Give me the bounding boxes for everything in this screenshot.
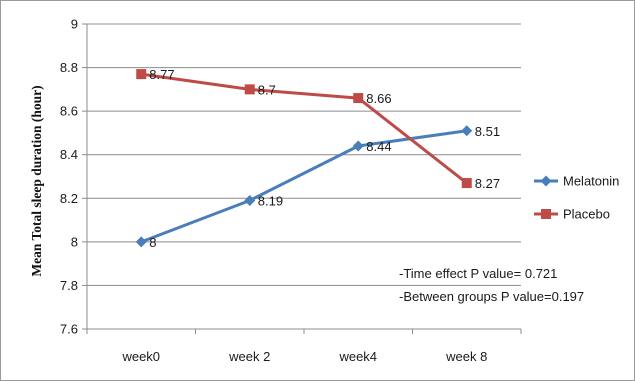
melatonin-data-label: 8.44 <box>366 139 391 154</box>
legend-swatch-marker <box>541 209 551 219</box>
gridlines <box>87 23 521 286</box>
placebo-data-label: 8.66 <box>366 91 391 106</box>
y-tick-label: 9 <box>71 17 78 32</box>
data-labels: 8 8.19 8.44 8.51 8.77 8.7 8.66 8.27 <box>149 67 500 250</box>
placebo-line <box>141 72 468 185</box>
y-tick-label: 8.6 <box>60 104 78 119</box>
melatonin-line <box>140 129 467 244</box>
placebo-data-label: 8.7 <box>258 82 276 97</box>
legend-label: Placebo <box>563 207 610 222</box>
x-tick-label: week0 <box>121 349 160 364</box>
placebo-data-label: 8.77 <box>149 67 174 82</box>
y-tick-labels: 7.6 7.8 8 8.2 8.4 8.6 8.8 9 <box>60 17 78 337</box>
melatonin-point <box>352 140 364 152</box>
melatonin-point <box>244 194 256 206</box>
y-axis-title: Mean Total sleep duration (hour) <box>29 85 44 276</box>
x-tick-label: week 8 <box>445 349 487 364</box>
y-tick-label: 8 <box>71 234 78 249</box>
y-tick-label: 8.8 <box>60 60 78 75</box>
melatonin-point <box>135 236 147 248</box>
p-value-annotation: -Time effect P value= 0.721 <box>399 266 557 281</box>
x-tick-label: week 2 <box>228 349 270 364</box>
x-tick-labels: week0 week 2 week4 week 8 <box>121 349 487 364</box>
legend-label: Melatonin <box>563 174 619 189</box>
placebo-point <box>136 69 147 80</box>
x-tick-label: week4 <box>338 349 377 364</box>
melatonin-point <box>461 125 473 137</box>
placebo-point <box>461 178 472 189</box>
y-tick-label: 7.6 <box>60 322 78 337</box>
melatonin-data-label: 8.51 <box>475 124 500 139</box>
legend: Melatonin Placebo <box>534 174 619 222</box>
y-tick-label: 8.2 <box>60 191 78 206</box>
placebo-data-label: 8.27 <box>475 176 500 191</box>
melatonin-data-label: 8 <box>149 235 156 250</box>
placebo-point <box>244 84 255 95</box>
series-group <box>135 69 473 248</box>
axes <box>82 23 522 334</box>
p-value-annotation: -Between groups P value=0.197 <box>399 289 584 304</box>
annotations: -Time effect P value= 0.721 -Between grou… <box>399 266 584 304</box>
y-tick-label: 8.4 <box>60 147 78 162</box>
y-tick-label: 7.8 <box>60 278 78 293</box>
placebo-point <box>353 93 364 104</box>
melatonin-data-label: 8.19 <box>258 193 283 208</box>
legend-swatch-marker <box>540 175 552 187</box>
